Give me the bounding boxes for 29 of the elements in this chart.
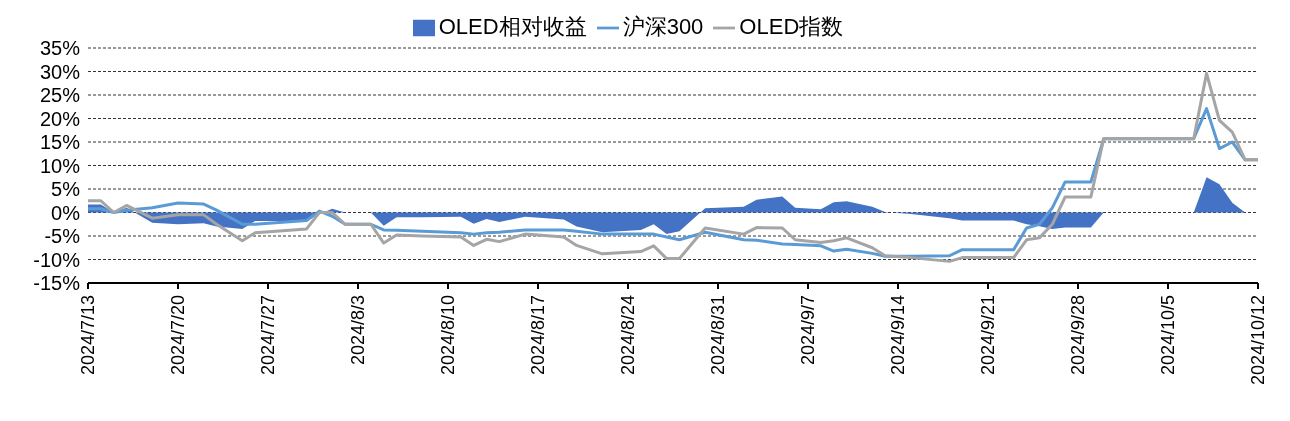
x-tick-label: 2024/8/24 [618, 295, 638, 376]
x-tick-label: 2024/7/20 [168, 295, 188, 376]
x-tick-label: 2024/9/14 [888, 295, 908, 376]
y-tick-label: 15% [39, 131, 81, 154]
legend-label: 沪深300 [622, 14, 704, 39]
x-tick-label: 2024/9/7 [798, 295, 818, 366]
y-tick-label: -10% [33, 248, 81, 271]
line-series [88, 71, 1258, 263]
y-tick-label: 20% [39, 107, 81, 130]
y-tick-label: 25% [39, 84, 81, 107]
x-tick-label: 2024/8/10 [438, 295, 458, 376]
y-tick-label: 10% [39, 154, 81, 177]
legend-label: OLED指数 [739, 14, 844, 39]
y-tick-label: 5% [51, 178, 81, 201]
y-tick-label: 35% [39, 37, 81, 60]
y-tick-label: 30% [39, 60, 81, 83]
x-tick-label: 2024/7/27 [258, 295, 278, 376]
x-tick-label: 2024/9/28 [1068, 295, 1088, 376]
x-tick-label: 2024/9/21 [978, 295, 998, 376]
legend-label: OLED相对收益 [438, 14, 587, 39]
x-tick-label: 2024/7/13 [78, 295, 98, 376]
x-tick-label: 2024/10/5 [1158, 295, 1178, 376]
y-tick-label: 0% [51, 201, 81, 224]
y-tick-label: -5% [44, 225, 81, 248]
y-tick-label: -15% [33, 272, 81, 295]
x-tick-label: 2024/10/12 [1248, 295, 1268, 386]
x-tick-label: 2024/8/17 [528, 295, 548, 376]
x-tick-label: 2024/8/3 [348, 295, 368, 366]
x-tick-label: 2024/8/31 [708, 295, 728, 376]
